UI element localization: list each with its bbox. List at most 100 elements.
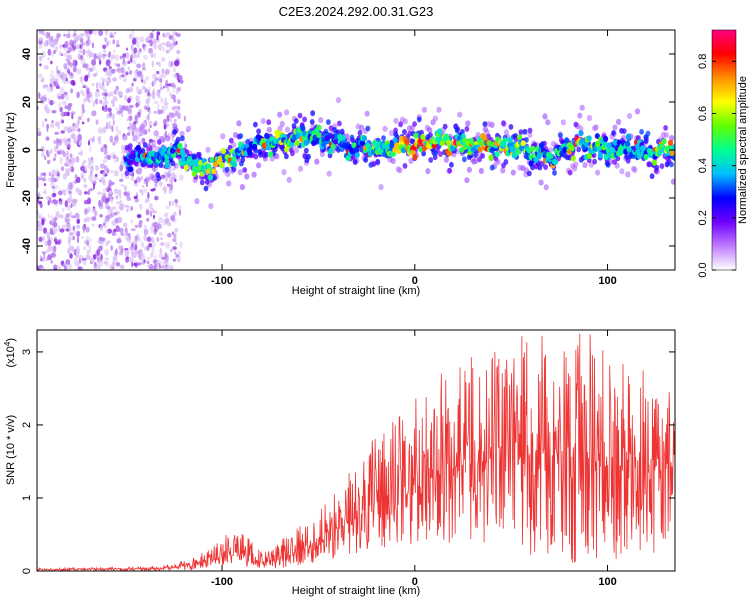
noise-speck <box>141 253 146 261</box>
ridge-cell <box>570 155 576 162</box>
noise-speck <box>106 154 111 160</box>
ridge-cell <box>365 125 371 132</box>
ridge-cell <box>204 178 210 185</box>
ridge-cell <box>124 170 130 177</box>
noise-speck <box>39 255 42 260</box>
noise-speck <box>156 223 162 230</box>
noise-speck <box>172 238 177 243</box>
noise-speck <box>153 43 158 50</box>
noise-speck <box>138 203 143 210</box>
ridge-cell <box>606 142 612 149</box>
ridge-cell <box>264 132 270 139</box>
noise-speck <box>78 49 83 54</box>
ridge-cell <box>375 158 381 165</box>
noise-speck <box>38 177 43 181</box>
x-tick-label: 100 <box>598 275 616 287</box>
noise-speck <box>53 238 58 243</box>
noise-speck <box>44 94 47 98</box>
noise-speck <box>146 217 150 222</box>
noise-speck <box>156 31 161 36</box>
spectrogram-x-ticks: -100 0 100 <box>211 30 617 287</box>
noise-speck <box>80 57 86 65</box>
noise-speck <box>99 163 105 169</box>
noise-speck <box>150 229 153 234</box>
noise-speck <box>54 184 59 190</box>
ridge-cell <box>311 139 317 147</box>
noise-speck <box>84 208 88 215</box>
noise-speck <box>164 104 169 111</box>
noise-speck <box>93 182 95 190</box>
noise-speck <box>143 46 147 51</box>
noise-speck <box>72 40 77 45</box>
noise-speck <box>73 30 77 33</box>
ridge-cell <box>542 113 548 120</box>
noise-speck <box>149 39 153 47</box>
noise-speck <box>77 119 80 125</box>
ridge-cell <box>428 157 434 163</box>
noise-speck <box>146 264 152 268</box>
noise-speck <box>133 196 138 199</box>
ridge-cell <box>582 162 588 169</box>
noise-speck <box>176 98 181 103</box>
noise-speck <box>58 266 61 270</box>
noise-speck <box>47 48 52 56</box>
ridge-cell <box>407 130 413 137</box>
noise-speck <box>137 88 143 95</box>
ridge-cell <box>253 121 258 128</box>
noise-speck <box>164 266 169 270</box>
noise-speck <box>76 91 80 99</box>
noise-speck <box>59 157 63 164</box>
noise-speck <box>178 208 182 216</box>
noise-speck <box>126 47 128 51</box>
noise-speck <box>160 42 166 46</box>
noise-speck <box>135 95 140 102</box>
noise-speck <box>115 262 121 267</box>
noise-speck <box>139 48 142 53</box>
noise-speck <box>95 166 100 171</box>
noise-speck <box>137 237 142 243</box>
ridge-cell <box>225 171 231 178</box>
noise-speck <box>143 224 147 230</box>
noise-speck <box>165 205 170 210</box>
noise-speck <box>41 97 46 105</box>
noise-speck <box>69 244 72 250</box>
noise-speck <box>49 220 52 226</box>
noise-speck <box>152 38 157 45</box>
noise-speck <box>150 210 152 217</box>
ridge-cell <box>284 153 289 160</box>
noise-speck <box>156 259 159 265</box>
noise-speck <box>146 256 151 261</box>
ridge-cell <box>219 161 225 168</box>
ridge-cell <box>251 171 257 178</box>
ridge-cell <box>371 161 377 167</box>
noise-speck <box>151 222 154 227</box>
noise-speck <box>145 107 149 110</box>
noise-speck <box>46 232 50 238</box>
noise-speck <box>47 239 52 247</box>
y-tick-label: 20 <box>21 96 33 108</box>
noise-speck <box>43 252 46 259</box>
noise-speck <box>45 31 50 39</box>
noise-speck <box>165 211 168 217</box>
noise-speck <box>75 187 80 193</box>
noise-speck <box>111 113 115 121</box>
noise-speck <box>108 121 111 126</box>
noise-speck <box>112 120 115 126</box>
ridge-cell <box>226 180 232 187</box>
ridge-cell <box>488 154 494 161</box>
noise-speck <box>111 56 114 61</box>
noise-speck <box>65 58 69 62</box>
noise-speck <box>142 79 147 85</box>
ridge-cell <box>389 142 395 149</box>
x-tick-label: -100 <box>211 275 233 287</box>
noise-speck <box>73 137 79 141</box>
noise-speck <box>94 91 100 98</box>
noise-speck <box>94 211 98 216</box>
noise-speck <box>53 227 58 234</box>
noise-speck <box>164 82 168 89</box>
ridge-cell <box>667 139 674 146</box>
noise-speck <box>60 166 65 172</box>
noise-speck <box>175 33 181 38</box>
ridge-cell <box>611 130 616 136</box>
noise-speck <box>158 61 161 68</box>
